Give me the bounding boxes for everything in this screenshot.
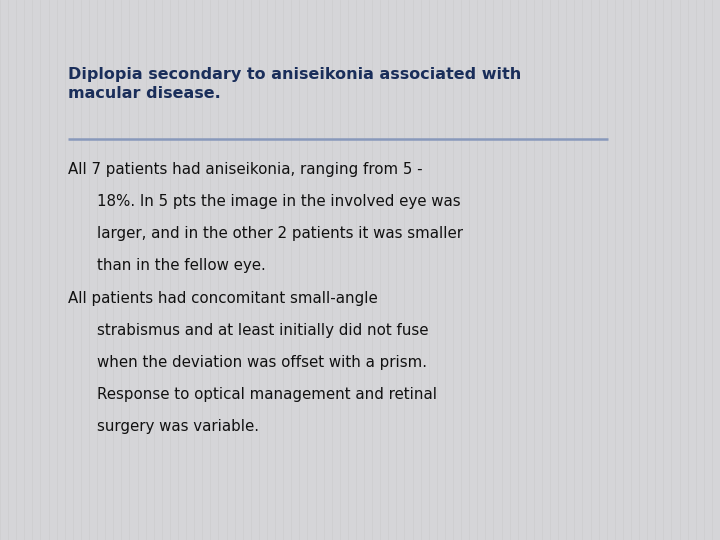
Text: All patients had concomitant small-angle: All patients had concomitant small-angle xyxy=(68,291,378,306)
Text: than in the fellow eye.: than in the fellow eye. xyxy=(97,259,266,273)
Text: Response to optical management and retinal: Response to optical management and retin… xyxy=(97,387,437,402)
Text: 18%. In 5 pts the image in the involved eye was: 18%. In 5 pts the image in the involved … xyxy=(97,194,461,209)
Text: strabismus and at least initially did not fuse: strabismus and at least initially did no… xyxy=(97,322,428,338)
Text: All 7 patients had aniseikonia, ranging from 5 -: All 7 patients had aniseikonia, ranging … xyxy=(68,162,423,177)
Text: when the deviation was offset with a prism.: when the deviation was offset with a pri… xyxy=(97,355,427,370)
Text: Diplopia secondary to aniseikonia associated with
macular disease.: Diplopia secondary to aniseikonia associ… xyxy=(68,68,522,101)
Text: larger, and in the other 2 patients it was smaller: larger, and in the other 2 patients it w… xyxy=(97,226,463,241)
Text: surgery was variable.: surgery was variable. xyxy=(97,419,259,434)
